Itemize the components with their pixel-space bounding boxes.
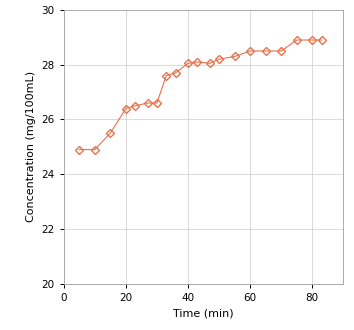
X-axis label: Time (min): Time (min) bbox=[173, 308, 234, 318]
Y-axis label: Concentration (mg/100mL): Concentration (mg/100mL) bbox=[26, 71, 36, 222]
